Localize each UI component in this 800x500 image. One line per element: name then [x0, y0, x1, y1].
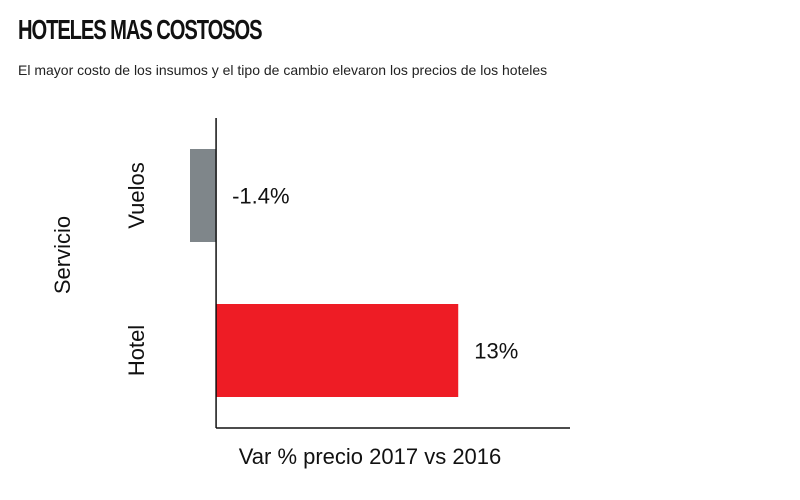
category-label-vuelos: Vuelos	[124, 162, 149, 228]
bar-vuelos	[190, 149, 217, 242]
y-axis-title: Servicio	[50, 216, 75, 294]
bar-group	[190, 149, 459, 397]
category-label-hotel: Hotel	[124, 325, 149, 376]
value-label-hotel: 13%	[474, 339, 518, 364]
x-axis-title: Var % precio 2017 vs 2016	[239, 444, 502, 469]
category-labels: Vuelos Hotel	[124, 162, 149, 376]
chart-title: HOTELES MAS COSTOSOS	[18, 14, 263, 45]
value-label-vuelos: -1.4%	[232, 184, 289, 209]
bar-hotel	[216, 304, 459, 397]
chart-subtitle: El mayor costo de los insumos y el tipo …	[18, 62, 548, 78]
value-labels: -1.4% 13%	[232, 184, 518, 364]
